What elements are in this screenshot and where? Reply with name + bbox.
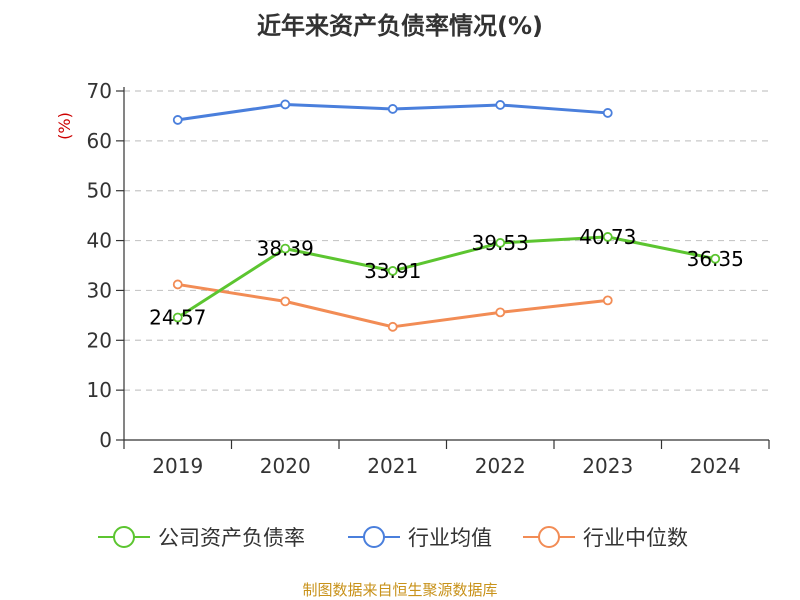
y-tick-label: 40	[87, 229, 112, 253]
data-point-2	[172, 279, 183, 290]
series-layer	[172, 99, 721, 332]
data-label: 24.57	[149, 306, 206, 330]
data-point-2	[495, 307, 506, 318]
source-note: 制图数据来自恒生聚源数据库	[302, 581, 497, 599]
data-point-0	[495, 238, 506, 248]
data-label: 39.53	[472, 231, 529, 255]
legend-label-1: 行业均值	[408, 526, 492, 550]
data-point-1	[495, 100, 506, 110]
legend-marker-0	[113, 526, 135, 548]
chart-title: 近年来资产负债率情况(%)	[257, 12, 543, 40]
legend: 公司资产负债率 行业均值 行业中位数	[98, 526, 688, 550]
data-label: 40.73	[579, 225, 636, 249]
x-tick-label: 2020	[260, 454, 311, 478]
y-tick-label: 10	[87, 378, 112, 402]
data-point-1	[280, 99, 291, 110]
y-axis-unit: (%)	[55, 112, 74, 140]
data-point-0	[710, 253, 721, 264]
legend-label-0: 公司资产负债率	[158, 526, 305, 550]
data-label: 38.39	[257, 237, 314, 261]
series-line-0	[176, 235, 717, 320]
data-point-0	[172, 312, 183, 323]
data-point-0	[387, 266, 398, 276]
data-point-2	[602, 295, 613, 306]
data-point-1	[387, 104, 398, 114]
y-tick-label: 0	[99, 428, 112, 452]
data-labels: 24.57 38.39 33.91 39.53 40.73 36.35	[149, 225, 744, 330]
y-tick-label: 30	[87, 278, 112, 302]
x-tick-label: 2019	[152, 454, 203, 478]
data-label: 36.35	[687, 247, 744, 271]
x-tick-label: 2024	[690, 454, 741, 478]
y-tick-label: 50	[87, 179, 112, 203]
data-point-0	[602, 232, 613, 242]
grid-lines	[124, 90, 769, 391]
legend-marker-2	[538, 526, 560, 548]
x-tick-label: 2021	[367, 454, 418, 478]
y-tick-label: 60	[87, 129, 112, 153]
y-tick-label: 70	[87, 79, 112, 103]
data-point-1	[172, 115, 183, 125]
legend-label-2: 行业中位数	[583, 526, 688, 550]
data-point-0	[280, 243, 291, 254]
y-tick-label: 20	[87, 328, 112, 352]
data-label: 33.91	[364, 259, 421, 283]
data-point-1	[602, 108, 613, 118]
data-point-2	[387, 321, 398, 332]
legend-marker-1	[363, 526, 385, 548]
x-tick-label: 2022	[475, 454, 526, 478]
x-tick-label: 2023	[582, 454, 633, 478]
axes: 0 10 20 30 40 50 60 70 2019 2020 2021 2022 2023 2024	[87, 79, 770, 478]
data-point-2	[280, 296, 291, 307]
